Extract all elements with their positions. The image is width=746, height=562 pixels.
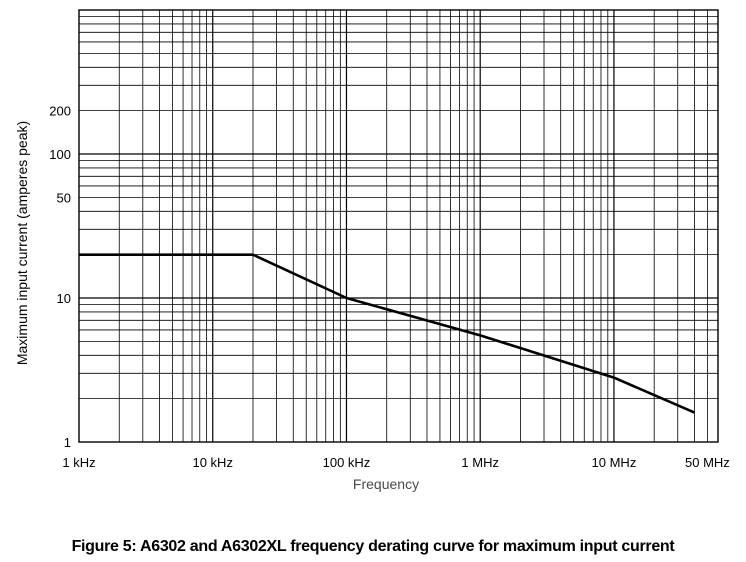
- plot-frame: [78, 9, 719, 443]
- derating-curve: [79, 253, 696, 414]
- x-tick-label: 10 MHz: [592, 455, 637, 470]
- x-tick-label: 1 MHz: [461, 455, 499, 470]
- y-tick-label: 10: [57, 291, 71, 306]
- y-tick-labels: 200 100 50 10 1: [49, 104, 71, 450]
- y-tick-label: 200: [49, 104, 71, 119]
- y-tick-label: 50: [57, 190, 71, 205]
- derating-chart: 200 100 50 10 1 1 kHz 10 kHz 100 kHz 1 MHz 10 MH…: [14, 9, 730, 492]
- figure-caption: Figure 5: A6302 and A6302XL frequency de…: [71, 538, 675, 555]
- series-group: [79, 253, 696, 414]
- y-tick-label: 1: [64, 435, 71, 450]
- x-tick-label: 1 kHz: [62, 455, 95, 470]
- x-tick-label: 50 MHz: [685, 455, 730, 470]
- x-tick-label: 10 kHz: [192, 455, 232, 470]
- y-tick-label: 100: [49, 147, 71, 162]
- x-tick-label: 100 kHz: [323, 455, 371, 470]
- grid-lines: [79, 10, 718, 442]
- x-axis-title: Frequency: [353, 476, 419, 492]
- x-tick-labels: 1 kHz 10 kHz 100 kHz 1 MHz 10 MHz 50 MHz: [62, 455, 729, 470]
- y-axis-title: Maximum input current (amperes peak): [14, 121, 30, 365]
